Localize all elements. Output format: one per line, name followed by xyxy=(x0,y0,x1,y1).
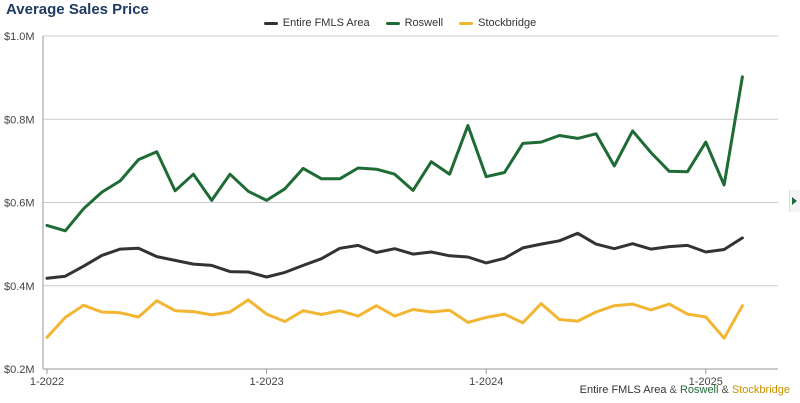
legend-label-stockbridge: Stockbridge xyxy=(478,17,537,29)
chart-title: Average Sales Price xyxy=(6,1,149,18)
legend-item-roswell[interactable]: Roswell xyxy=(385,17,444,29)
x-tick-label-2: 1-2024 xyxy=(469,376,503,388)
y-tick-label-1: $0.4M xyxy=(4,281,35,293)
legend-swatch-fmls xyxy=(263,21,278,25)
footer-roswell: Roswell xyxy=(679,384,719,396)
footer-fmls: Entire FMLS Area xyxy=(579,384,667,396)
series-line-stockbridge xyxy=(45,298,744,340)
footer-stockbridge: Stockbridge xyxy=(731,384,790,396)
axes: $0.2M $0.4M $0.6M $0.8M $1.0M 1-2022 1-2023 1-2… xyxy=(4,31,778,388)
y-tick-label-0: $0.2M xyxy=(4,364,35,376)
legend-label-fmls: Entire FMLS Area xyxy=(282,17,370,29)
scroll-right-arrow-icon[interactable] xyxy=(789,190,800,212)
x-tick-label-0: 1-2022 xyxy=(30,376,64,388)
chart-legend: Entire FMLS Area Roswell Stockbridge xyxy=(0,17,800,29)
footer-sep-1: & xyxy=(666,384,680,396)
series-line-entire-fmls-area xyxy=(45,231,744,280)
legend-label-roswell: Roswell xyxy=(404,17,444,29)
legend-item-stockbridge[interactable]: Stockbridge xyxy=(459,17,536,29)
y-tick-label-2: $0.6M xyxy=(4,198,35,210)
legend-swatch-stockbridge xyxy=(459,21,474,25)
series-line-roswell xyxy=(45,75,744,233)
grid-lines xyxy=(43,35,778,370)
series-lines xyxy=(45,75,744,340)
y-tick-label-4: $1.0M xyxy=(4,31,35,43)
legend-swatch-roswell xyxy=(385,21,400,25)
footer-series-note: Entire FMLS Area & Roswell & Stockbridge xyxy=(580,384,790,396)
x-tick-label-3: 1-2025 xyxy=(689,376,723,388)
legend-item-fmls[interactable]: Entire FMLS Area xyxy=(263,17,370,29)
footer-sep-2: & xyxy=(718,384,732,396)
y-tick-label-3: $0.8M xyxy=(4,114,35,126)
x-tick-label-1: 1-2023 xyxy=(249,376,283,388)
